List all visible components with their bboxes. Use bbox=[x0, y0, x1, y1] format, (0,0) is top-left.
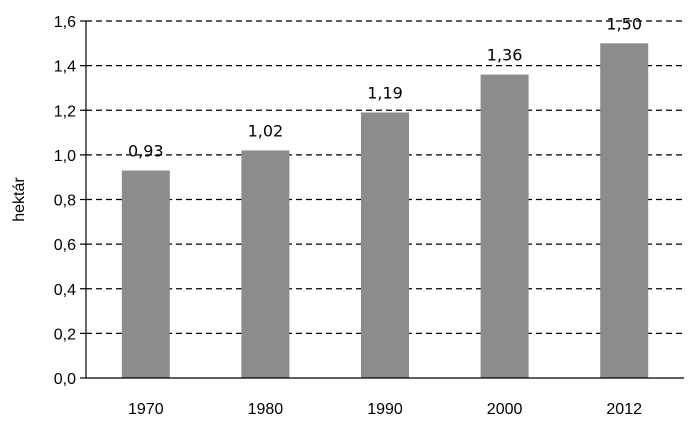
y-tick-label: 1,6 bbox=[54, 14, 76, 31]
bar bbox=[480, 74, 529, 379]
bar bbox=[600, 43, 649, 378]
y-axis-ticks: 0,0 0,2 0,4 0,6 0,8 1,0 1,2 1,4 1,6 bbox=[54, 14, 86, 388]
y-axis-title: hektár bbox=[11, 177, 28, 222]
x-tick-label: 1990 bbox=[367, 401, 403, 418]
data-label: 1,50 bbox=[606, 14, 642, 33]
data-label: 0,93 bbox=[128, 141, 164, 160]
x-axis-ticks: 1970 1980 1990 2000 2012 bbox=[128, 401, 642, 418]
data-label: 1,19 bbox=[367, 83, 403, 102]
x-tick-label: 2000 bbox=[487, 401, 523, 418]
y-tick-label: 0,4 bbox=[54, 282, 76, 299]
bar bbox=[121, 170, 170, 378]
data-label: 1,36 bbox=[487, 46, 523, 65]
bars bbox=[121, 43, 649, 379]
y-tick-label: 1,4 bbox=[54, 59, 76, 76]
data-labels: 0,93 1,02 1,19 1,36 1,50 bbox=[128, 14, 642, 160]
bar bbox=[361, 112, 409, 378]
y-tick-label: 1,2 bbox=[54, 103, 76, 120]
y-tick-label: 1,0 bbox=[54, 148, 76, 165]
y-tick-label: 0,0 bbox=[54, 371, 76, 388]
x-tick-label: 2012 bbox=[606, 401, 642, 418]
y-tick-label: 0,2 bbox=[54, 326, 76, 343]
x-tick-label: 1980 bbox=[248, 401, 284, 418]
bar bbox=[241, 150, 290, 378]
x-tick-label: 1970 bbox=[128, 401, 164, 418]
data-label: 1,02 bbox=[248, 121, 284, 140]
y-tick-label: 0,6 bbox=[54, 237, 76, 254]
y-tick-label: 0,8 bbox=[54, 193, 76, 210]
